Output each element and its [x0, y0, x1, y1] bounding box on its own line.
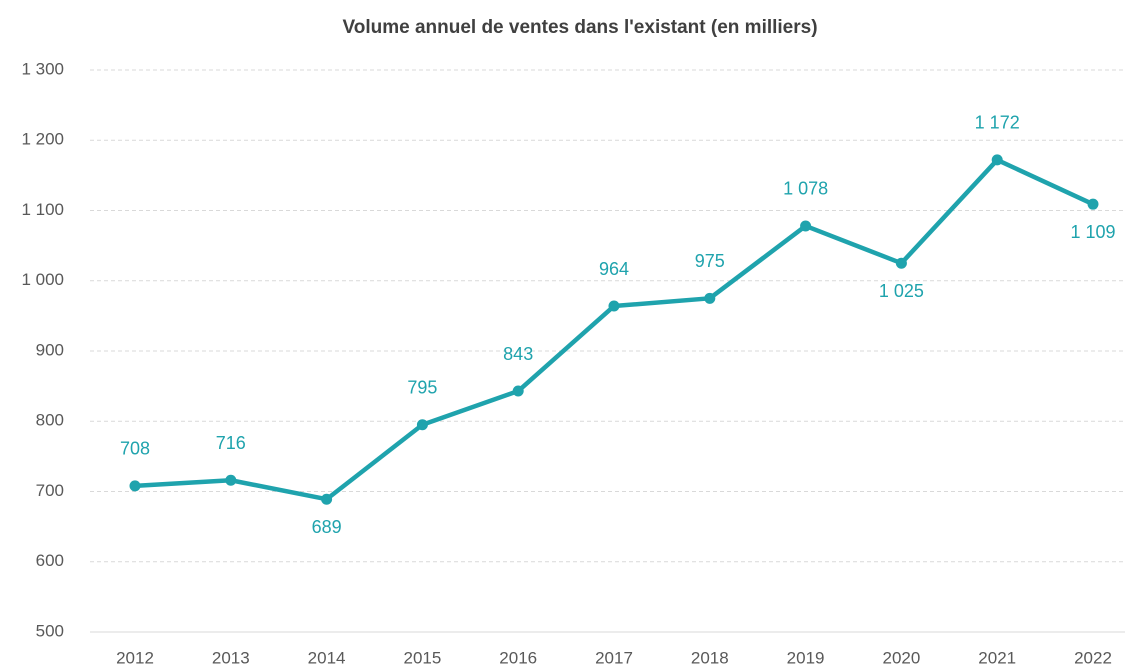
data-point: [704, 292, 716, 304]
y-tick-label: 1 300: [21, 59, 64, 78]
data-label: 1 109: [1070, 222, 1115, 242]
data-label: 1 172: [975, 113, 1020, 133]
x-tick-label: 2013: [212, 648, 250, 667]
data-label: 689: [312, 517, 342, 537]
data-point: [800, 220, 812, 232]
y-tick-label: 500: [36, 621, 64, 640]
x-tick-label: 2017: [595, 648, 633, 667]
x-tick-label: 2022: [1074, 648, 1112, 667]
x-tick-label: 2012: [116, 648, 154, 667]
y-tick-label: 600: [36, 551, 64, 570]
data-point: [129, 480, 141, 492]
y-tick-label: 1 100: [21, 200, 64, 219]
chart-title: Volume annuel de ventes dans l'existant …: [342, 17, 817, 38]
data-label: 708: [120, 439, 150, 459]
data-point: [321, 493, 333, 505]
x-tick-label: 2015: [403, 648, 441, 667]
data-label: 964: [599, 259, 629, 279]
data-point: [895, 257, 907, 269]
x-tick-label: 2014: [308, 648, 346, 667]
data-point: [225, 474, 237, 486]
y-tick-label: 1 000: [21, 270, 64, 289]
x-tick-label: 2018: [691, 648, 729, 667]
data-label: 716: [216, 433, 246, 453]
x-tick-label: 2021: [978, 648, 1016, 667]
data-label: 1 078: [783, 179, 828, 199]
data-label: 795: [407, 378, 437, 398]
y-tick-label: 900: [36, 340, 64, 359]
y-tick-label: 1 200: [21, 130, 64, 149]
y-tick-label: 700: [36, 481, 64, 500]
data-label: 843: [503, 344, 533, 364]
data-point: [512, 385, 524, 397]
x-tick-label: 2016: [499, 648, 537, 667]
data-label: 975: [695, 251, 725, 271]
data-label: 1 025: [879, 281, 924, 301]
x-tick-label: 2020: [882, 648, 920, 667]
data-point: [991, 154, 1003, 166]
data-point: [416, 419, 428, 431]
data-line: [134, 157, 1094, 502]
y-tick-label: 800: [36, 411, 64, 430]
x-tick-label: 2019: [787, 648, 825, 667]
data-point: [1087, 198, 1099, 210]
data-point: [608, 300, 620, 312]
